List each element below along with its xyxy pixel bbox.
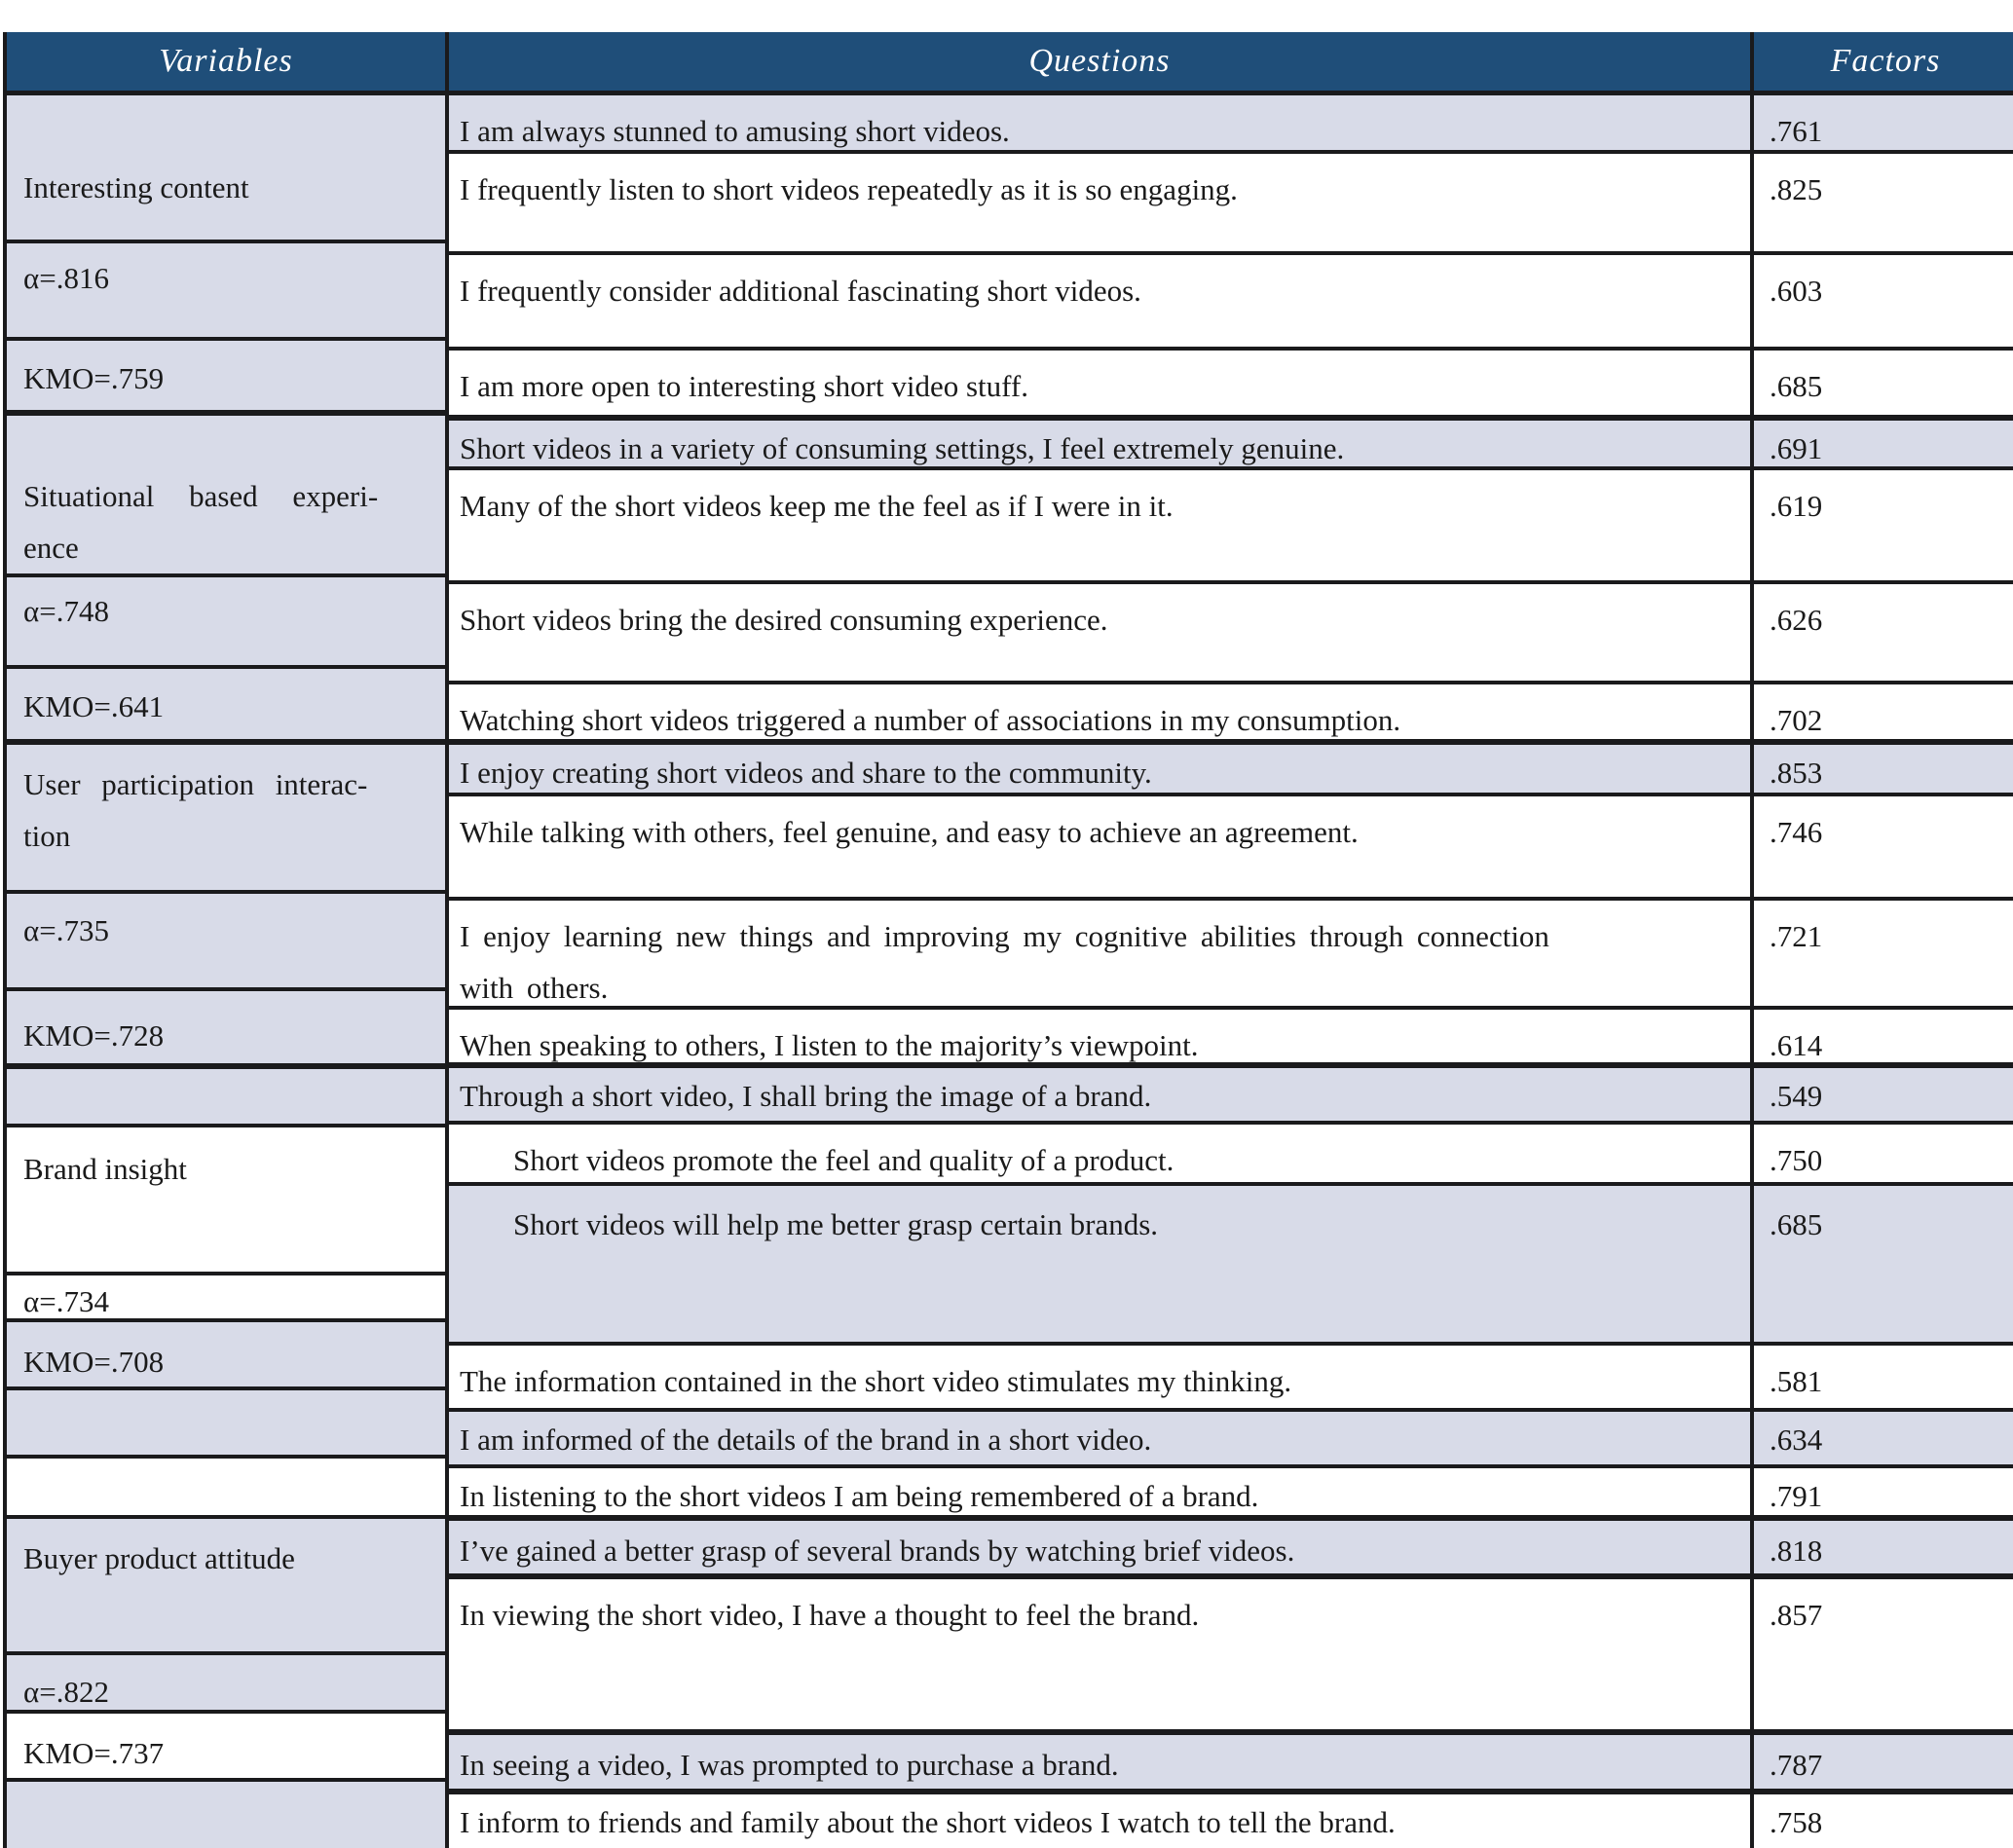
variables-column: Variables Interesting content α=.816 KMO=.…	[7, 32, 445, 1848]
factor-loading-cell: .626	[1754, 584, 2013, 684]
variable-cell: KMO=.641	[7, 669, 445, 745]
variable-cell: User participation interac- tion	[7, 745, 445, 894]
factor-loading-cell: .685	[1754, 1186, 2013, 1346]
variable-cell: α=.734	[7, 1275, 445, 1322]
question-cell: I am more open to interesting short vide…	[449, 351, 1750, 421]
factor-loading-cell: .702	[1754, 684, 2013, 745]
question-cell: In viewing the short video, I have a tho…	[449, 1579, 1750, 1735]
question-cell: I enjoy creating short videos and share …	[449, 745, 1750, 796]
question-cell: I’ve gained a better grasp of several br…	[449, 1521, 1750, 1579]
question-cell: Through a short video, I shall bring the…	[449, 1068, 1750, 1125]
factor-loading-cell: .746	[1754, 796, 2013, 901]
variable-cell: KMO=.708	[7, 1322, 445, 1390]
variables-column-header: Variables	[7, 32, 445, 95]
variable-cell: Brand insight	[7, 1127, 445, 1275]
question-cell: I am informed of the details of the bran…	[449, 1412, 1750, 1468]
factor-loading-cell: .761	[1754, 95, 2013, 154]
variable-cell: α=.735	[7, 894, 445, 991]
variable-cell: Interesting content	[7, 95, 445, 243]
variable-cell: α=.748	[7, 577, 445, 669]
factor-loading-cell: .634	[1754, 1412, 2013, 1468]
factor-loading-cell: .825	[1754, 154, 2013, 255]
variable-cell: Buyer product attitude	[7, 1519, 445, 1655]
variable-empty-cell	[7, 1069, 445, 1127]
question-cell: Many of the short videos keep me the fee…	[449, 470, 1750, 584]
question-cell: Short videos promote the feel and qualit…	[449, 1125, 1750, 1186]
question-cell: Watching short videos triggered a number…	[449, 684, 1750, 745]
question-cell: While talking with others, feel genuine,…	[449, 796, 1750, 901]
question-cell: I enjoy learning new things and improvin…	[449, 901, 1750, 1010]
factor-loading-cell: .853	[1754, 745, 2013, 796]
variable-empty-cell	[7, 1390, 445, 1459]
question-cell: Short videos in a variety of consuming s…	[449, 421, 1750, 470]
factor-analysis-table: Variables Interesting content α=.816 KMO=.…	[3, 32, 2013, 1848]
factor-loading-cell: .685	[1754, 351, 2013, 421]
questions-column-header: Questions	[449, 32, 1750, 95]
question-cell: I frequently consider additional fascina…	[449, 255, 1750, 351]
factor-loading-cell: .787	[1754, 1735, 2013, 1794]
factor-loading-cell: .549	[1754, 1068, 2013, 1125]
factor-loading-cell: .791	[1754, 1468, 2013, 1521]
variable-empty-cell	[7, 1782, 445, 1848]
factor-loading-cell: .603	[1754, 255, 2013, 351]
factor-loading-cell: .691	[1754, 421, 2013, 470]
question-cell: In seeing a video, I was prompted to pur…	[449, 1735, 1750, 1794]
question-cell: The information contained in the short v…	[449, 1346, 1750, 1412]
factor-loading-cell: .721	[1754, 901, 2013, 1010]
factors-column: Factors .761.825.603.685.691.619.626.702…	[1750, 32, 2013, 1848]
question-cell: In listening to the short videos I am be…	[449, 1468, 1750, 1521]
variable-cell: KMO=.759	[7, 341, 445, 416]
variable-cell: α=.816	[7, 243, 445, 341]
variable-cell: Situational based experi- ence	[7, 416, 445, 577]
factor-loading-cell: .614	[1754, 1010, 2013, 1068]
factor-loading-cell: .857	[1754, 1579, 2013, 1735]
factor-loading-cell: .619	[1754, 470, 2013, 584]
question-cell: Short videos bring the desired consuming…	[449, 584, 1750, 684]
question-cell: I frequently listen to short videos repe…	[449, 154, 1750, 255]
factor-loading-cell: .818	[1754, 1521, 2013, 1579]
variable-cell: KMO=.737	[7, 1714, 445, 1782]
question-cell: I am always stunned to amusing short vid…	[449, 95, 1750, 154]
factor-loading-cell: .750	[1754, 1125, 2013, 1186]
question-cell: I inform to friends and family about the…	[449, 1794, 1750, 1848]
variable-cell: KMO=.728	[7, 991, 445, 1069]
factor-loading-cell: .581	[1754, 1346, 2013, 1412]
variable-cell: α=.822	[7, 1655, 445, 1714]
question-cell: When speaking to others, I listen to the…	[449, 1010, 1750, 1068]
variable-empty-cell	[7, 1459, 445, 1519]
factor-loading-cell: .758	[1754, 1794, 2013, 1848]
questions-column: Questions I am always stunned to amusing…	[445, 32, 1750, 1848]
question-cell: Short videos will help me better grasp c…	[449, 1186, 1750, 1346]
factors-column-header: Factors	[1754, 32, 2013, 95]
